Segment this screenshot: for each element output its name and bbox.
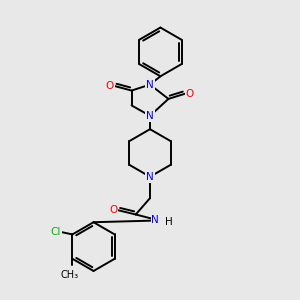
- Text: O: O: [186, 88, 194, 98]
- Text: N: N: [146, 80, 154, 90]
- Text: N: N: [146, 172, 154, 182]
- Text: CH₃: CH₃: [60, 270, 79, 280]
- Text: O: O: [109, 205, 117, 215]
- Text: N: N: [146, 111, 154, 121]
- Text: H: H: [166, 217, 173, 227]
- Text: O: O: [106, 81, 114, 91]
- Text: Cl: Cl: [51, 227, 61, 237]
- Text: N: N: [152, 215, 159, 225]
